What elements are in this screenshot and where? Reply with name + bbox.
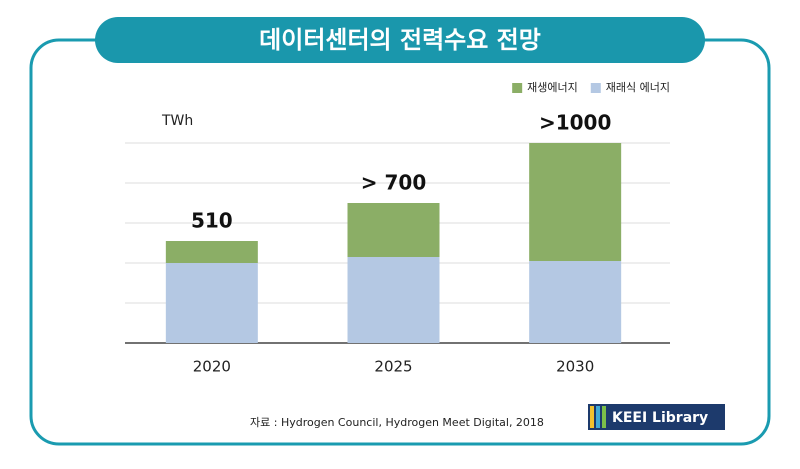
bar-segment [529, 143, 622, 261]
title: 데이터센터의 전력수요 전망 [259, 26, 541, 54]
source: 자료 : Hydrogen Council, Hydrogen Meet Dig… [250, 416, 544, 429]
total-label: >1000 [539, 111, 611, 135]
bar-segment [165, 263, 258, 343]
legend-label: 재래식 에너지 [606, 81, 670, 94]
y-label: TWh [161, 113, 193, 129]
x-tick-label: 2030 [556, 358, 594, 376]
badge-stripe [596, 406, 600, 428]
badge-bg [588, 404, 725, 430]
legend-swatch [512, 83, 523, 93]
badge-text: KEEI Library [612, 410, 708, 426]
bar-segment [347, 203, 440, 257]
x-tick-label: 2025 [374, 358, 412, 376]
legend-swatch [590, 83, 601, 93]
badge: KEEI Library [588, 404, 725, 430]
total-label: > 700 [361, 171, 426, 195]
title-pill [95, 17, 705, 63]
badge-stripe [590, 406, 594, 428]
total-label: 510 [191, 209, 233, 233]
legend-label: 재생에너지 [527, 81, 578, 94]
bar-segment [347, 257, 440, 343]
badge-stripe [602, 406, 606, 428]
bar-segment [165, 241, 258, 263]
x-tick-label: 2020 [193, 358, 231, 376]
bar-segment [529, 261, 622, 343]
